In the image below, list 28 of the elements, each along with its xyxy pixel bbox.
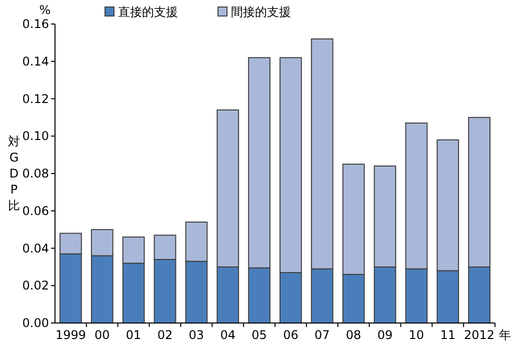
x-tick-label: 00 <box>94 328 110 342</box>
y-tick-label: 0.06 <box>22 204 49 218</box>
y-tick-label: 0.14 <box>22 54 49 68</box>
x-tick-label: 03 <box>188 328 204 342</box>
x-tick-label: 10 <box>408 328 424 342</box>
y-tick-label: 0.10 <box>22 129 49 144</box>
y-tick-label: 0.00 <box>22 316 49 330</box>
x-tick-label: 02 <box>157 328 173 342</box>
legend-label: 直接的支援 <box>118 5 178 19</box>
x-tick-label: 2012 <box>464 328 495 342</box>
x-tick-label: 11 <box>440 328 456 342</box>
x-tick-label: 06 <box>283 328 298 342</box>
y-axis-title: 対GDP比 <box>8 134 20 212</box>
x-axis-title: 年 <box>499 328 511 342</box>
x-tick-label: 05 <box>252 328 267 342</box>
x-tick-label: 08 <box>346 328 362 342</box>
legend-label: 間接的支援 <box>231 5 291 19</box>
x-tick-label: 07 <box>314 328 330 342</box>
x-tick-label: 04 <box>220 328 236 342</box>
x-tick-label: 01 <box>126 328 142 342</box>
x-tick-label: 1999 <box>55 328 86 342</box>
y-tick-label: 0.02 <box>22 278 49 293</box>
y-tick-label: 0.12 <box>22 92 49 106</box>
y-tick-label: 0.08 <box>22 166 49 180</box>
y-tick-label: 0.16 <box>22 17 49 31</box>
text: % <box>39 3 51 17</box>
x-tick-label: 09 <box>377 328 393 342</box>
y-tick-label: 0.04 <box>22 241 49 256</box>
